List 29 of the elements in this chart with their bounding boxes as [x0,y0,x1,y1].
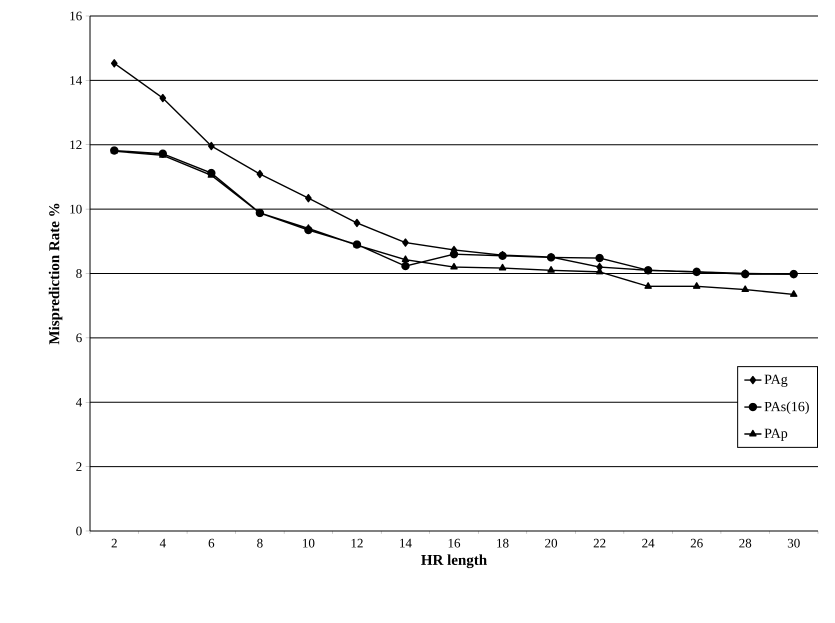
y-tick-label: 6 [76,333,82,342]
legend-label: PAp [764,428,788,441]
x-tick-label: 28 [739,538,752,548]
legend-label: PAg [764,374,788,387]
x-tick-label: 12 [352,538,363,548]
x-tick-label: 10 [303,538,314,548]
x-axis-title: HR length [421,554,487,568]
x-tick-label: 20 [545,538,558,548]
x-tick-label: 18 [497,538,509,548]
x-tick-label: 30 [788,538,800,548]
y-tick-label: 14 [70,76,82,85]
x-tick-label: 4 [160,538,166,548]
y-tick-label: 10 [70,204,82,214]
y-axis-title: Misprediction Rate % [48,204,62,344]
x-tick-label: 8 [257,538,263,548]
legend-label: PAs(16) [764,401,809,414]
x-tick-label: 24 [642,538,654,548]
x-tick-label: 22 [594,538,606,548]
y-tick-label: 2 [76,462,82,471]
x-tick-label: 16 [448,538,460,548]
y-tick-label: 8 [76,269,82,278]
y-tick-label: 0 [76,526,82,536]
x-tick-label: 26 [690,538,703,548]
x-tick-label: 14 [400,538,412,548]
y-tick-label: 16 [70,12,82,20]
x-tick-label: 2 [112,538,117,548]
y-tick-label: 12 [70,140,82,150]
x-tick-label: 6 [208,538,214,548]
y-tick-label: 4 [76,398,82,407]
